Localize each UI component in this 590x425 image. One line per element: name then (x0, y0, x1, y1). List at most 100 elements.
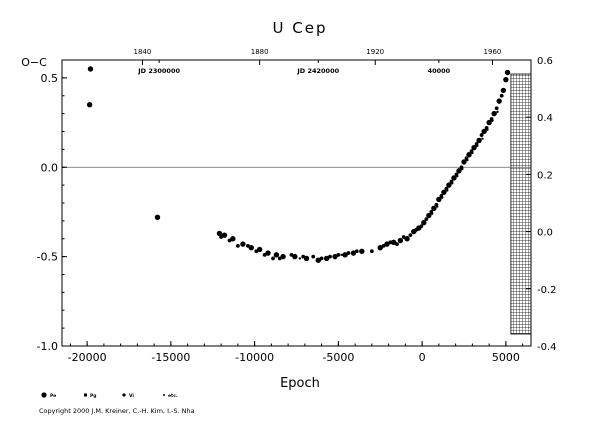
data-point (414, 227, 419, 232)
data-point (481, 137, 484, 140)
data-point (342, 252, 348, 258)
data-point (336, 252, 341, 257)
y-axis-label: O−C (21, 56, 47, 69)
data-point (451, 182, 454, 185)
x-axis-ticks: -20000 -15000 -10000 -5000 0 5000 (68, 341, 524, 364)
data-points (86, 66, 511, 263)
data-point (466, 152, 472, 158)
data-point (384, 241, 390, 247)
y-tick-label: -1.0 (37, 340, 58, 353)
data-point (500, 87, 507, 94)
data-point (154, 214, 161, 220)
data-point (441, 189, 447, 195)
data-point (397, 237, 404, 244)
legend-label-pe: Pe (50, 393, 56, 399)
right-tick-label: 0.4 (537, 113, 553, 124)
data-point (219, 235, 224, 239)
jd-label: 40000 (428, 67, 451, 75)
data-point (377, 244, 383, 251)
data-point (494, 106, 499, 111)
data-point (481, 128, 487, 135)
data-point (354, 249, 359, 254)
data-point (496, 110, 499, 114)
data-point (430, 212, 434, 215)
data-point (230, 236, 236, 242)
data-point (471, 144, 477, 151)
y-tick-label: -0.5 (37, 251, 58, 264)
legend-label-etc: etc. (168, 393, 178, 399)
data-point (273, 252, 280, 258)
data-point (303, 255, 310, 262)
data-point (315, 257, 321, 263)
hatched-region-rect (510, 73, 532, 335)
data-point (271, 256, 275, 261)
top-year-label: 1880 (251, 48, 269, 56)
top-jd-labels: JD 2300000 JD 2420000 40000 (137, 60, 451, 75)
data-point (332, 253, 338, 260)
data-point (491, 119, 494, 122)
data-point (486, 119, 492, 126)
data-point (87, 66, 94, 72)
copyright-text: Copyright 2000 J.M. Kreiner, C.-H. Kim, … (39, 407, 195, 415)
data-point (431, 205, 437, 212)
y-axis-ticks: -1.0-0.50.00.51.0 (37, 59, 67, 353)
data-point (471, 151, 474, 155)
top-year-label: 1920 (366, 48, 384, 56)
data-point (254, 249, 259, 254)
data-point (311, 254, 316, 259)
right-tick-label: 0.6 (537, 56, 553, 67)
data-point (436, 196, 442, 203)
data-point (350, 250, 357, 256)
data-point (461, 167, 464, 171)
right-tick-label: 0.0 (537, 228, 553, 239)
data-point (289, 252, 294, 257)
x-tick-label: -15000 (151, 351, 190, 364)
data-point (369, 249, 374, 254)
data-point (388, 240, 393, 245)
data-point (451, 175, 457, 181)
right-tick-label: 0.2 (537, 170, 553, 181)
data-point (277, 256, 282, 261)
data-point (235, 244, 240, 248)
data-point (227, 238, 232, 243)
data-point (491, 110, 497, 117)
data-point (359, 248, 365, 254)
data-point (328, 254, 332, 259)
data-point (479, 133, 484, 137)
data-point (456, 174, 459, 178)
y-tick-label: 0.5 (41, 72, 59, 85)
chart-title: U Cep (273, 19, 328, 37)
data-point (301, 254, 306, 259)
data-point (496, 98, 502, 104)
legend-label-pg: Pg (90, 393, 97, 399)
data-point (456, 168, 462, 174)
data-point (216, 230, 223, 237)
data-point (504, 69, 511, 76)
legend-marker-vi (122, 393, 126, 397)
data-point (346, 251, 351, 255)
data-point (499, 93, 504, 98)
plot-frame (61, 59, 532, 347)
data-point (390, 239, 397, 246)
x-tick-label: -10000 (235, 351, 274, 364)
right-axis-ticks: -0.4 -0.2 0.0 0.2 0.4 0.6 (526, 56, 557, 353)
right-tick-label: -0.2 (537, 285, 557, 296)
data-point (221, 232, 228, 238)
data-point (262, 252, 267, 257)
data-point (395, 242, 399, 247)
jd-label: JD 2300000 (137, 67, 180, 75)
legend-label-vi: Vi (129, 393, 134, 399)
data-point (292, 253, 298, 260)
data-point (424, 217, 429, 221)
data-point (486, 128, 489, 131)
data-point (466, 158, 469, 162)
legend-marker-pg (84, 393, 87, 397)
data-point (319, 256, 324, 261)
data-point (340, 253, 343, 257)
data-point (426, 212, 432, 219)
x-axis-label: Epoch (280, 376, 320, 391)
data-point (298, 257, 302, 260)
data-point (404, 236, 410, 242)
data-point (86, 101, 93, 108)
